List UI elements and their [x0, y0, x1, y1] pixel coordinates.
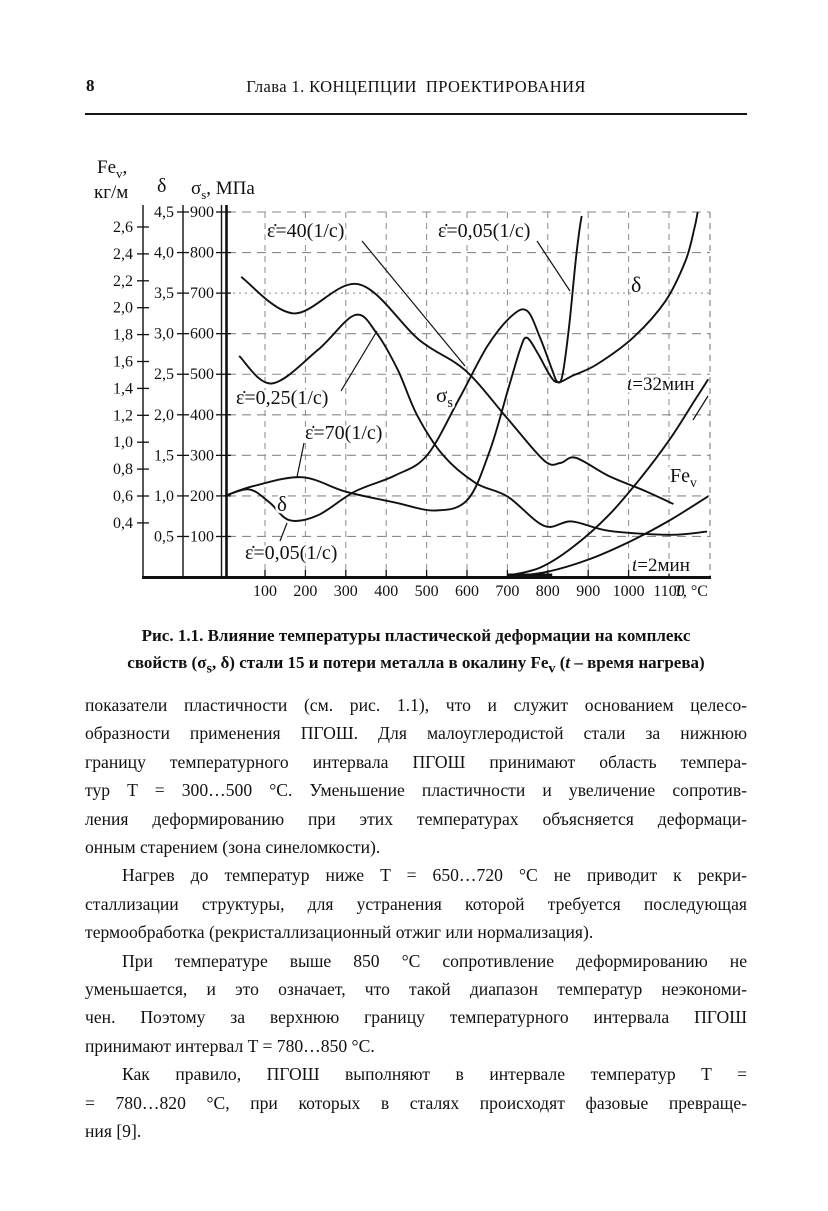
curve — [507, 378, 710, 577]
svg-text:t=32мин: t=32мин — [627, 374, 694, 395]
paragraph-line: Как правило, ПГОШ выполняют в интервале … — [122, 1064, 747, 1085]
paragraph-line: ления деформированию при этих температур… — [85, 808, 747, 829]
svg-text:1000: 1000 — [613, 583, 645, 600]
svg-text:0,4: 0,4 — [113, 515, 133, 532]
svg-text:1100: 1100 — [653, 583, 684, 600]
svg-text:δ: δ — [157, 175, 166, 197]
svg-text:ε̇=70(1/с): ε̇=70(1/с) — [305, 422, 382, 444]
svg-text:Fev​: Fev​ — [670, 465, 697, 490]
svg-text:0,8: 0,8 — [113, 461, 133, 478]
svg-text:σs​, МПа: σs​, МПа — [191, 178, 255, 202]
svg-text:600: 600 — [455, 583, 479, 600]
svg-text:400: 400 — [190, 407, 214, 424]
svg-text:0,6: 0,6 — [113, 488, 133, 505]
paragraph-line: онным старением (зона синеломкости). — [85, 837, 381, 858]
svg-text:ε̇=0,05(1/с): ε̇=0,05(1/с) — [245, 542, 337, 564]
paragraph-line: При температуре выше 850 °С сопротивлени… — [122, 950, 747, 971]
svg-text:2,4: 2,4 — [113, 246, 133, 263]
paragraph-line: принимают интервал T = 780…850 °С. — [85, 1035, 375, 1056]
paragraph-line: уменьшается, и это означает, что такой д… — [85, 979, 747, 1000]
svg-text:900: 900 — [190, 204, 214, 221]
paragraph-line: показатели пластичности (см. рис. 1.1), … — [85, 695, 747, 715]
svg-text:t=2мин: t=2мин — [632, 555, 690, 576]
svg-text:ε̇=40(1/с): ε̇=40(1/с) — [267, 220, 344, 242]
figure-caption-line1: Рис. 1.1. Влияние температуры пластическ… — [141, 626, 691, 645]
svg-text:δ: δ — [631, 272, 641, 297]
svg-text:Fev​,: Fev​, — [97, 157, 127, 181]
svg-text:300: 300 — [190, 447, 214, 464]
page-number: 8 — [86, 76, 95, 95]
paragraph-line: = 780…820 °С, при которых в сталях проис… — [85, 1092, 747, 1113]
chapter-header: Глава 1. КОНЦЕПЦИИ ПРОЕКТИРОВАНИЯ — [246, 77, 586, 96]
svg-text:1,4: 1,4 — [113, 380, 133, 397]
svg-text:100: 100 — [253, 583, 277, 600]
svg-text:1,0: 1,0 — [113, 434, 133, 451]
svg-text:ε̇=0,25(1/с): ε̇=0,25(1/с) — [236, 387, 328, 409]
paragraph-line: термообработка (рекристаллизационный отж… — [85, 922, 594, 943]
svg-text:ε̇=0,05(1/с): ε̇=0,05(1/с) — [438, 220, 530, 242]
svg-text:800: 800 — [536, 583, 560, 600]
header-rule — [85, 113, 747, 115]
paragraph-line: чен. Поэтому за верхнюю границу температ… — [85, 1007, 747, 1028]
svg-text:1,0: 1,0 — [154, 488, 174, 505]
svg-text:500: 500 — [415, 583, 439, 600]
svg-text:1,6: 1,6 — [113, 354, 133, 371]
svg-text:900: 900 — [576, 583, 600, 600]
svg-text:T, °С: T, °С — [674, 583, 708, 600]
svg-text:1,5: 1,5 — [154, 447, 174, 464]
svg-text:2,6: 2,6 — [113, 219, 133, 236]
svg-text:1,8: 1,8 — [113, 327, 133, 344]
svg-text:700: 700 — [495, 583, 519, 600]
svg-text:2,2: 2,2 — [113, 273, 133, 290]
svg-text:σs​: σs​ — [436, 383, 453, 411]
svg-text:2,5: 2,5 — [154, 366, 174, 383]
paragraph-line: границу температурного интервала ПГОШ пр… — [85, 751, 747, 772]
svg-text:300: 300 — [334, 583, 358, 600]
figure-chart: 2,6 2,4 2,2 2,0 1,8 1,6 1,4 1,2 1,0 0,8 0,6 0,4 4,5 4… — [94, 157, 711, 600]
svg-text:200: 200 — [293, 583, 317, 600]
paragraph-line: Нагрев до температур ниже T = 650…720 °С… — [122, 865, 747, 886]
paragraph-line: сталлизации структуры, для устранения ко… — [85, 893, 747, 914]
svg-text:800: 800 — [190, 245, 214, 262]
svg-text:кг/м: кг/м — [94, 182, 128, 203]
svg-text:4,5: 4,5 — [154, 204, 174, 221]
svg-text:4,0: 4,0 — [154, 245, 174, 262]
svg-text:200: 200 — [190, 488, 214, 505]
curve — [224, 211, 699, 512]
svg-text:2,0: 2,0 — [154, 407, 174, 424]
figure-caption-line2: свойств (σs, δ) стали 15 и потери металл… — [127, 653, 705, 677]
svg-text:600: 600 — [190, 326, 214, 343]
svg-text:700: 700 — [190, 285, 214, 302]
svg-text:0,5: 0,5 — [154, 528, 174, 545]
svg-text:3,0: 3,0 — [154, 326, 174, 343]
paragraph-line: образности применения ПГОШ. Для малоугле… — [85, 723, 747, 744]
svg-text:2,0: 2,0 — [113, 300, 133, 317]
curve — [509, 495, 709, 578]
svg-text:400: 400 — [374, 583, 398, 600]
svg-text:500: 500 — [190, 366, 214, 383]
paragraph-line: ния [9]. — [85, 1121, 142, 1142]
svg-text:3,5: 3,5 — [154, 285, 174, 302]
figure-caption: Рис. 1.1. Влияние температуры пластическ… — [85, 622, 747, 682]
curve — [224, 215, 583, 522]
svg-text:100: 100 — [190, 528, 214, 545]
svg-text:δ: δ — [277, 492, 287, 516]
paragraph-line: тур T = 300…500 °С. Уменьшение пластично… — [85, 780, 747, 801]
body-text: показатели пластичности (см. рис. 1.1), … — [85, 691, 747, 1146]
svg-text:1,2: 1,2 — [113, 407, 133, 424]
curve — [240, 276, 674, 505]
